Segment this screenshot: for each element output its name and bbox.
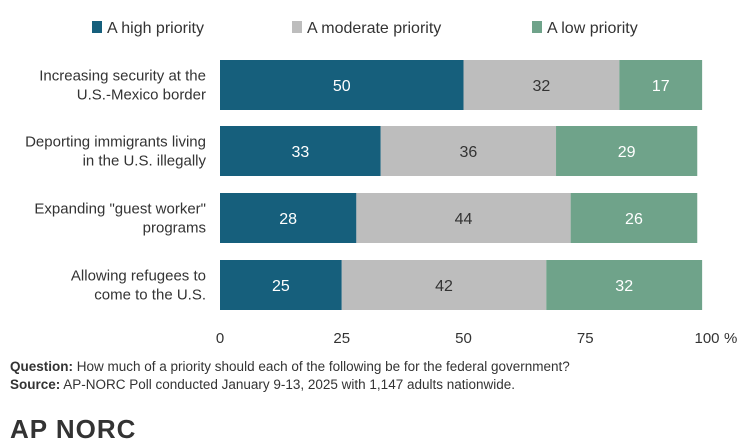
category-label: U.S.-Mexico border — [77, 87, 206, 104]
category-label: Expanding "guest worker" — [34, 201, 206, 218]
x-tick-label: 50 — [455, 330, 472, 347]
x-tick-label: 0 — [216, 330, 224, 347]
ap-norc-logo: AP NORC — [10, 414, 137, 444]
bar-segment — [546, 260, 703, 310]
legend-swatch — [92, 21, 102, 33]
legend-swatch — [292, 21, 302, 33]
data-label: 42 — [435, 278, 453, 295]
bar-segment — [220, 193, 357, 243]
category-label: programs — [143, 220, 206, 237]
category-label: in the U.S. illegally — [83, 153, 207, 170]
legend-swatch — [532, 21, 542, 33]
x-tick-label: 100 — [694, 330, 719, 347]
bar-segment — [220, 260, 342, 310]
data-label: 33 — [291, 144, 309, 161]
question-text: How much of a priority should each of th… — [73, 359, 570, 374]
data-label: 29 — [618, 144, 636, 161]
x-unit-label: % — [724, 330, 737, 347]
data-label: 17 — [652, 78, 670, 95]
bar-segment — [356, 193, 571, 243]
legend-label: A high priority — [107, 20, 204, 37]
bar-segment — [463, 60, 620, 110]
bar-segment — [220, 126, 381, 176]
question-label: Question: — [10, 359, 73, 374]
data-label: 50 — [333, 78, 351, 95]
source-note: Source: AP-NORC Poll conducted January 9… — [10, 377, 515, 392]
data-label: 32 — [533, 78, 551, 95]
x-tick-label: 25 — [333, 330, 350, 347]
category-label: Allowing refugees to — [71, 268, 206, 285]
data-label: 44 — [455, 211, 473, 228]
data-label: 28 — [279, 211, 297, 228]
legend-label: A low priority — [547, 20, 638, 37]
category-label: Increasing security at the — [39, 68, 206, 85]
source-label: Source: — [10, 377, 61, 392]
data-label: 25 — [272, 278, 290, 295]
bar-segment — [341, 260, 547, 310]
bar-segment — [380, 126, 557, 176]
stacked-bar-chart: A high priority A moderate priority A low … — [25, 20, 737, 347]
x-tick-label: 75 — [577, 330, 594, 347]
bar-segment — [556, 126, 698, 176]
data-label: 26 — [625, 211, 643, 228]
data-label: 32 — [615, 278, 633, 295]
legend-label: A moderate priority — [307, 20, 441, 37]
bar-segment — [619, 60, 703, 110]
question-note: Question: How much of a priority should … — [10, 359, 570, 374]
category-label: Deporting immigrants living — [25, 134, 206, 151]
category-label: come to the U.S. — [94, 287, 206, 304]
bar-segment — [570, 193, 698, 243]
source-text: AP-NORC Poll conducted January 9-13, 202… — [60, 377, 516, 392]
bar-segment — [220, 60, 464, 110]
data-label: 36 — [459, 144, 477, 161]
